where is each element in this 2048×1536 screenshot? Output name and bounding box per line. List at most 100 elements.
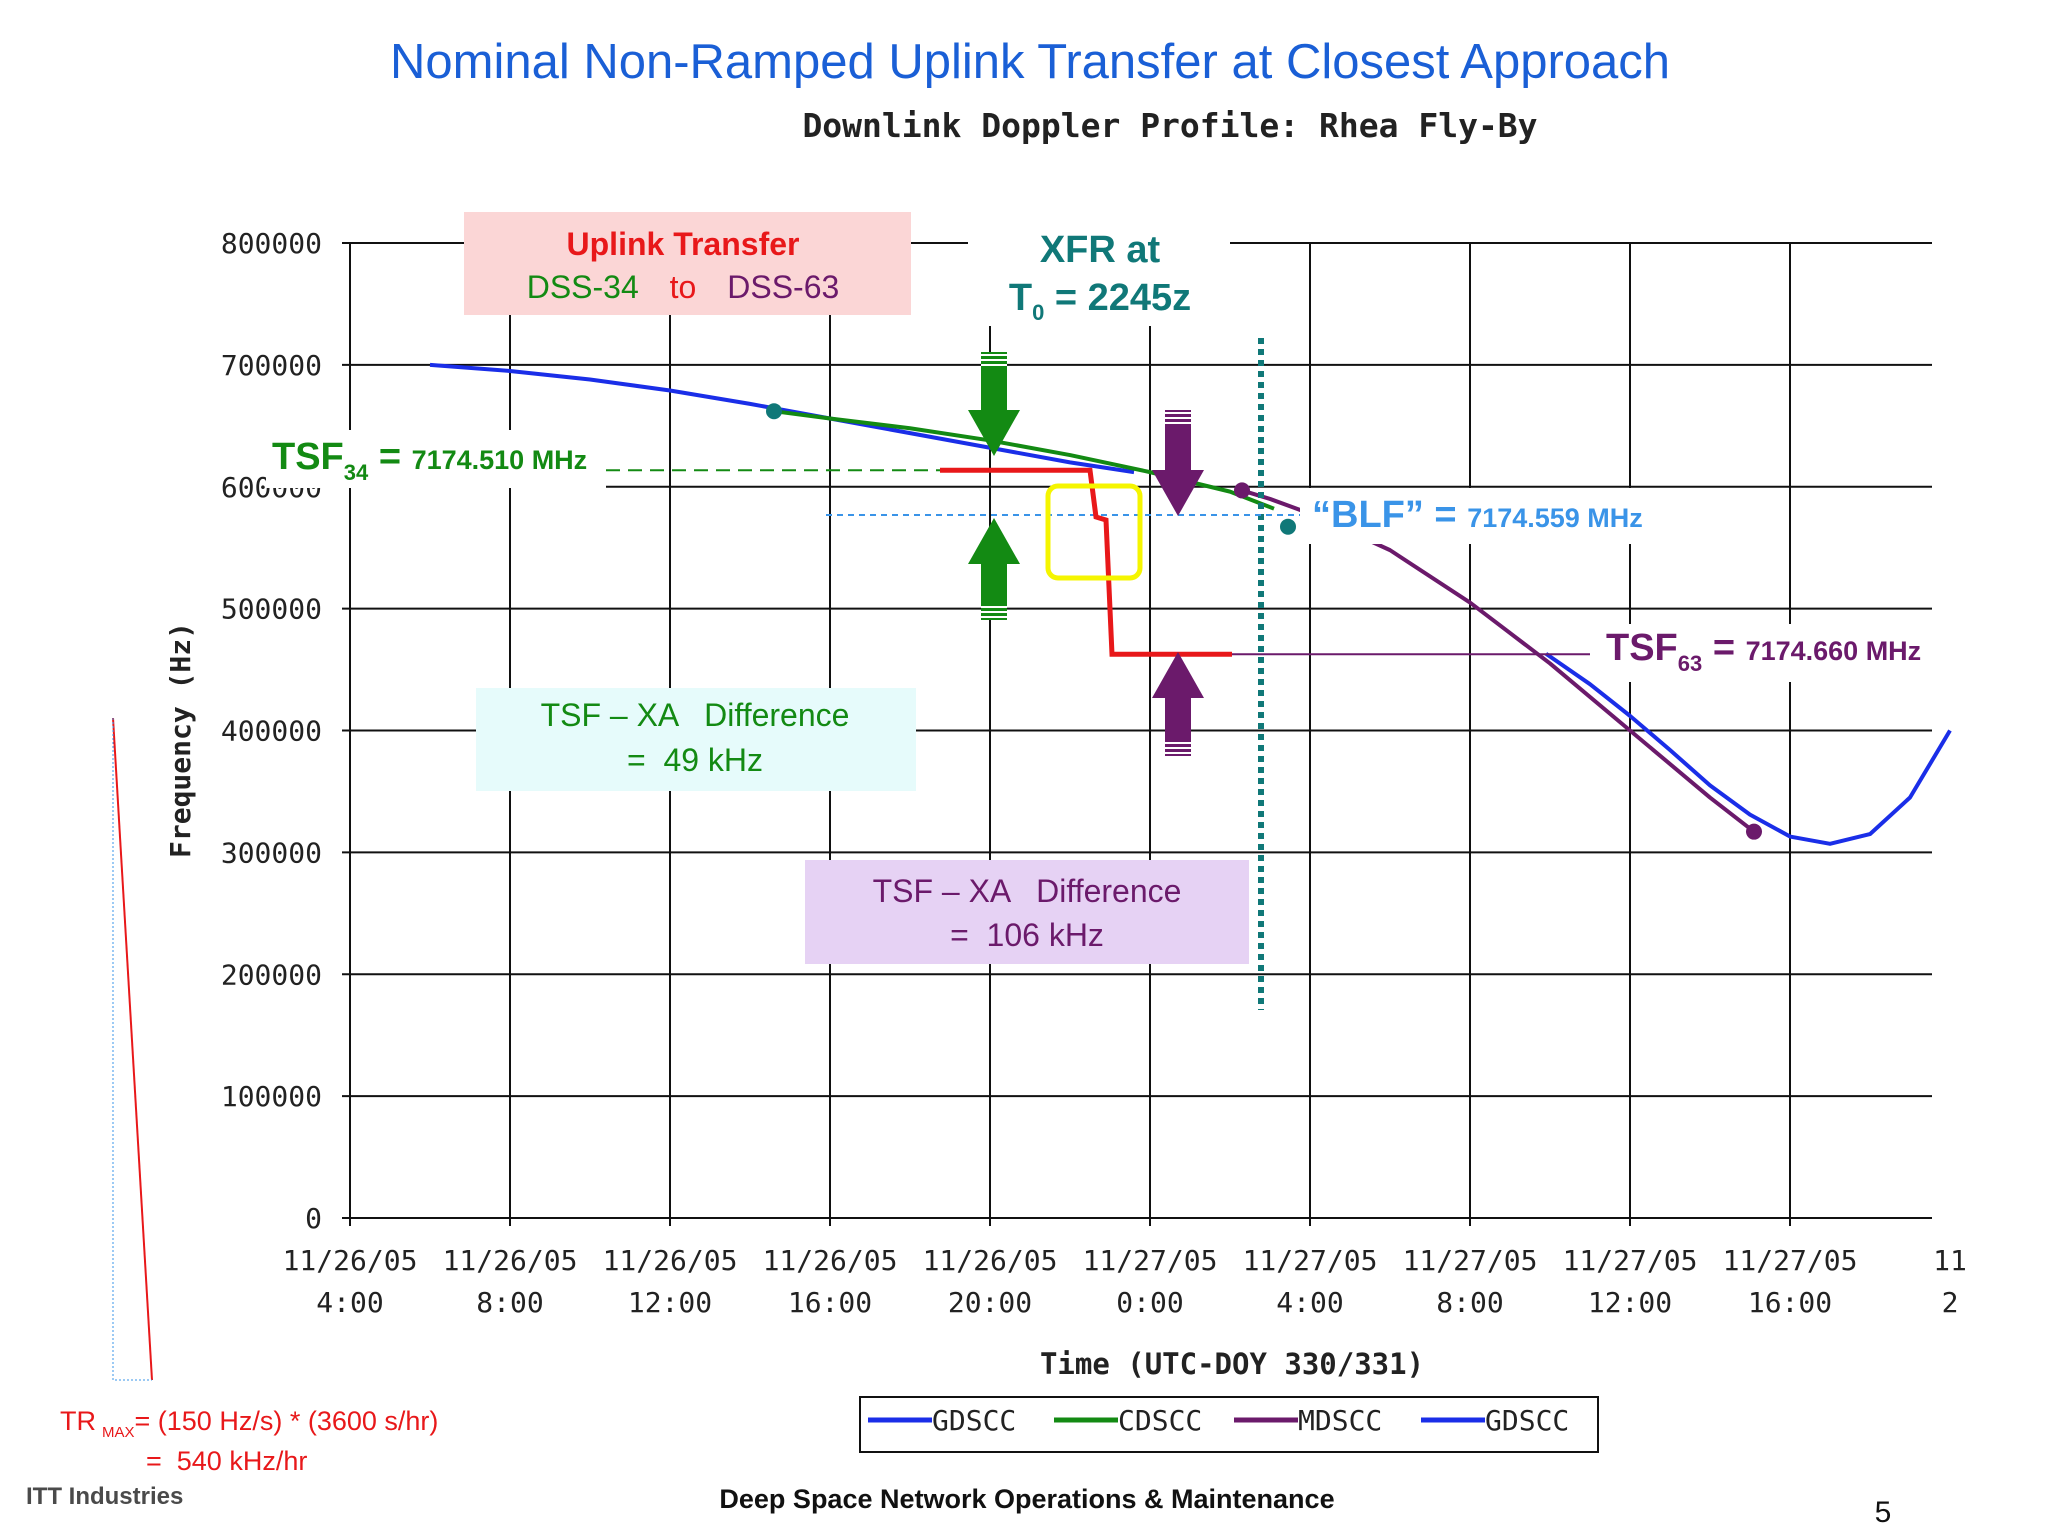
xfr-t: T xyxy=(1009,277,1032,319)
x-tick-date: 11/27/05 xyxy=(1403,1244,1538,1277)
y-tick-label: 300000 xyxy=(221,836,322,869)
slide-title: Nominal Non-Ramped Uplink Transfer at Cl… xyxy=(390,35,1670,89)
green-up-arrow xyxy=(968,518,1020,620)
series-line-mdscc-2 xyxy=(1241,488,1756,834)
x-tick-time: 12:00 xyxy=(1588,1286,1672,1319)
x-tick-date: 11 xyxy=(1933,1244,1967,1277)
xfr-time: = 2245z xyxy=(1044,277,1191,319)
cdscc-end-point xyxy=(1280,518,1296,535)
uplink-from-label: DSS-34 xyxy=(527,269,639,305)
xfr-t-sub: 0 xyxy=(1032,300,1044,325)
blf-value: 7174.559 MHz xyxy=(1467,503,1643,533)
y-tick-label: 100000 xyxy=(221,1080,322,1113)
legend-label: GDSCC xyxy=(932,1404,1016,1437)
company-logo: ITT Industries xyxy=(26,1483,183,1510)
x-tick-time: 12:00 xyxy=(628,1286,712,1319)
xfr-label: XFR at T0 = 2245z xyxy=(968,218,1230,326)
blf-label: “BLF” = 7174.559 MHz xyxy=(1300,488,1690,544)
x-tick-date: 11/27/05 xyxy=(1243,1244,1378,1277)
page-number: 5 xyxy=(1875,1496,1892,1529)
x-tick-date: 11/26/05 xyxy=(443,1244,578,1277)
tr-max-sub: MAX xyxy=(102,1424,135,1441)
y-tick-label: 700000 xyxy=(221,349,322,382)
uplink-transfer-box: Uplink Transfer DSS-34 to DSS-63 xyxy=(464,212,911,315)
chart-overlays xyxy=(112,338,1590,1381)
mdscc-start-point xyxy=(1234,482,1250,499)
tsf63-value: 7174.660 MHz xyxy=(1746,636,1922,666)
diff1-line1: TSF – XA Difference xyxy=(541,697,850,733)
x-tick-date: 11/26/05 xyxy=(923,1244,1058,1277)
chart-legend: GDSCC CDSCC MDSCC GDSCC xyxy=(859,1396,1599,1453)
x-tick-time: 8:00 xyxy=(1436,1286,1503,1319)
legend-label: GDSCC xyxy=(1485,1404,1569,1437)
y-tick-label: 400000 xyxy=(221,715,322,748)
series-line-gdscc-3 xyxy=(1544,652,1952,846)
diff1-line2: = 49 kHz xyxy=(627,742,763,778)
tsf63-sub: 63 xyxy=(1678,651,1702,676)
x-tick-time: 4:00 xyxy=(316,1286,383,1319)
chart-title: Downlink Doppler Profile: Rhea Fly-By xyxy=(802,106,1537,145)
tsf34-main: TSF xyxy=(272,436,344,478)
tsf34-eq: = xyxy=(368,436,411,478)
y-tick-label: 800000 xyxy=(221,227,322,260)
svg-text:“BLF” = 7174.559 MHz: “BLF” = 7174.559 MHz xyxy=(1312,494,1643,536)
tsf34-sub: 34 xyxy=(344,460,369,485)
y-axis-label: Frequency (Hz) xyxy=(164,622,197,858)
x-tick-date: 11/27/05 xyxy=(1083,1244,1218,1277)
x-tick-time: 0:00 xyxy=(1116,1286,1183,1319)
svg-text:DSS-34 to DSS-63: DSS-34 to DSS-63 xyxy=(527,269,840,305)
diff2-line1: TSF – XA Difference xyxy=(873,873,1182,909)
transfer-highlight-box xyxy=(1045,483,1143,581)
x-tick-time: 2 xyxy=(1942,1286,1959,1319)
tsf34-value: 7174.510 MHz xyxy=(412,445,588,475)
green-down-arrow xyxy=(968,352,1020,456)
x-tick-date: 11/26/05 xyxy=(603,1244,738,1277)
x-tick-time: 8:00 xyxy=(476,1286,543,1319)
x-tick-time: 16:00 xyxy=(788,1286,872,1319)
x-tick-date: 11/26/05 xyxy=(763,1244,898,1277)
uplink-to-label: DSS-63 xyxy=(727,269,839,305)
y-tick-label: 500000 xyxy=(221,593,322,626)
x-tick-date: 11/27/05 xyxy=(1723,1244,1858,1277)
uplink-to-word: to xyxy=(670,269,697,305)
x-tick-time: 4:00 xyxy=(1276,1286,1343,1319)
svg-text:TSF34 = 7174.510 MHz: TSF34 = 7174.510 MHz xyxy=(272,436,587,485)
purple-down-arrow xyxy=(1152,410,1204,516)
tr-max-result: = 540 kHz/hr xyxy=(146,1446,307,1476)
uplink-transfer-title: Uplink Transfer xyxy=(567,226,800,262)
x-tick-date: 11/27/05 xyxy=(1563,1244,1698,1277)
x-axis-label: Time (UTC-DOY 330/331) xyxy=(1040,1347,1424,1381)
footer-title: Deep Space Network Operations & Maintena… xyxy=(719,1484,1334,1514)
purple-up-arrow xyxy=(1152,652,1204,756)
chart-series xyxy=(429,362,1952,846)
x-tick-time: 20:00 xyxy=(948,1286,1032,1319)
diff2-line2: = 106 kHz xyxy=(950,917,1104,953)
legend-label: CDSCC xyxy=(1118,1404,1202,1437)
tr-max-formula-text: = (150 Hz/s) * (3600 s/hr) xyxy=(135,1406,439,1436)
cdscc-start-point xyxy=(766,403,782,420)
tsf-step-line xyxy=(940,467,1232,657)
tr-max-label: TR xyxy=(60,1406,96,1436)
series-line-gdscc-0 xyxy=(429,362,1135,475)
x-tick-time: 16:00 xyxy=(1748,1286,1832,1319)
difference-box-dss63: TSF – XA Difference = 106 kHz xyxy=(805,860,1249,964)
legend-label: MDSCC xyxy=(1298,1404,1382,1437)
tr-max-slope-line xyxy=(112,717,153,1381)
xfr-line1: XFR at xyxy=(1040,229,1161,271)
series-line-cdscc-1 xyxy=(773,409,1275,511)
x-tick-date: 11/26/05 xyxy=(283,1244,418,1277)
tsf63-label: TSF63 = 7174.660 MHz xyxy=(1598,624,1928,682)
tr-max-formula: TR MAX= (150 Hz/s) * (3600 s/hr) = 540 kH… xyxy=(60,1406,438,1476)
svg-text:T0 = 2245z: T0 = 2245z xyxy=(1009,277,1191,325)
y-tick-label: 200000 xyxy=(221,958,322,991)
tr-max-reference-line xyxy=(112,718,152,1381)
tsf34-label: TSF34 = 7174.510 MHz xyxy=(266,430,606,488)
tsf63-eq: = xyxy=(1702,627,1745,669)
svg-text:TSF63 = 7174.660 MHz: TSF63 = 7174.660 MHz xyxy=(1606,627,1921,676)
y-tick-label: 0 xyxy=(305,1202,322,1235)
mdscc-end-point xyxy=(1746,823,1762,840)
blf-main: “BLF” = xyxy=(1312,494,1467,536)
tsf63-main: TSF xyxy=(1606,627,1678,669)
